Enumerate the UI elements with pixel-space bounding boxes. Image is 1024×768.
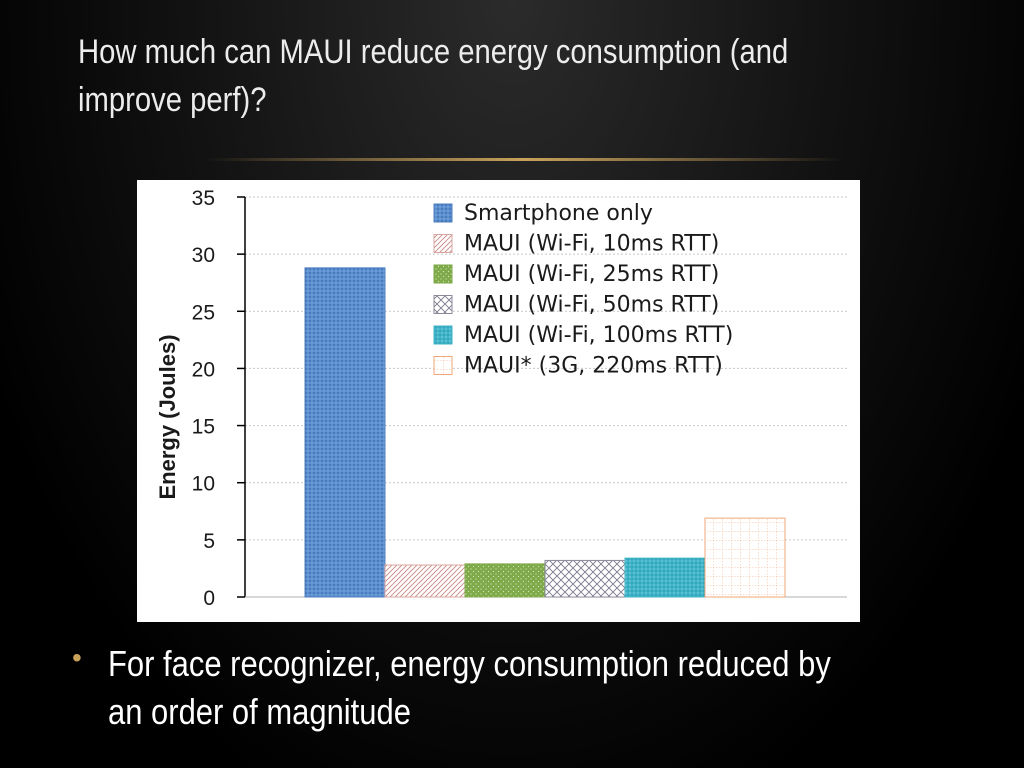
y-tick-label: 35	[192, 187, 215, 210]
legend-swatch	[433, 264, 453, 284]
legend-label: MAUI (Wi-Fi, 10ms RTT)	[464, 232, 719, 257]
bullet-point-icon: •	[72, 642, 82, 673]
bar-2	[384, 564, 466, 598]
bar-4	[544, 559, 626, 598]
energy-bar-chart: 0 5 10 15 20 25 30 35 Smartphone only MAUI (Wi-F…	[137, 180, 860, 622]
bullet-text: For face recognizer, energy consumption …	[108, 643, 831, 732]
bar-1	[304, 267, 386, 598]
legend-swatch	[433, 234, 453, 253]
legend-label: MAUI (Wi-Fi, 100ms RTT)	[464, 323, 733, 348]
legend-swatch	[433, 295, 453, 314]
bars-layer	[304, 267, 786, 598]
legend-swatch	[433, 325, 453, 345]
y-tick-label: 30	[192, 244, 215, 267]
chart-svg: 0 5 10 15 20 25 30 35 Smartphone only MAUI (Wi-F…	[155, 187, 847, 610]
legend-label: Smartphone only	[464, 201, 653, 226]
y-tick-label: 20	[192, 358, 215, 381]
y-tick-label: 15	[192, 416, 215, 439]
y-tick-label: 0	[203, 587, 215, 610]
legend-layer: Smartphone only MAUI (Wi-Fi, 10ms RTT) MAU…	[433, 201, 733, 379]
legend-label: MAUI (Wi-Fi, 50ms RTT)	[464, 293, 719, 318]
bar-3	[464, 563, 546, 598]
legend-swatch	[433, 203, 453, 223]
y-axis-label: Energy (Joules)	[155, 334, 180, 499]
y-tick-label: 5	[203, 530, 215, 553]
slide-title: How much can MAUI reduce energy consumpt…	[78, 33, 789, 119]
y-tick-label: 25	[192, 301, 215, 324]
legend-label: MAUI* (3G, 220ms RTT)	[464, 354, 723, 379]
axis-layer: 0 5 10 15 20 25 30 35	[192, 187, 847, 610]
y-tick-label: 10	[192, 473, 215, 496]
legend-swatch	[433, 356, 453, 375]
bar-6	[704, 517, 786, 598]
bar-5	[624, 557, 706, 598]
title-divider	[205, 158, 845, 161]
legend-label: MAUI (Wi-Fi, 25ms RTT)	[464, 262, 719, 287]
